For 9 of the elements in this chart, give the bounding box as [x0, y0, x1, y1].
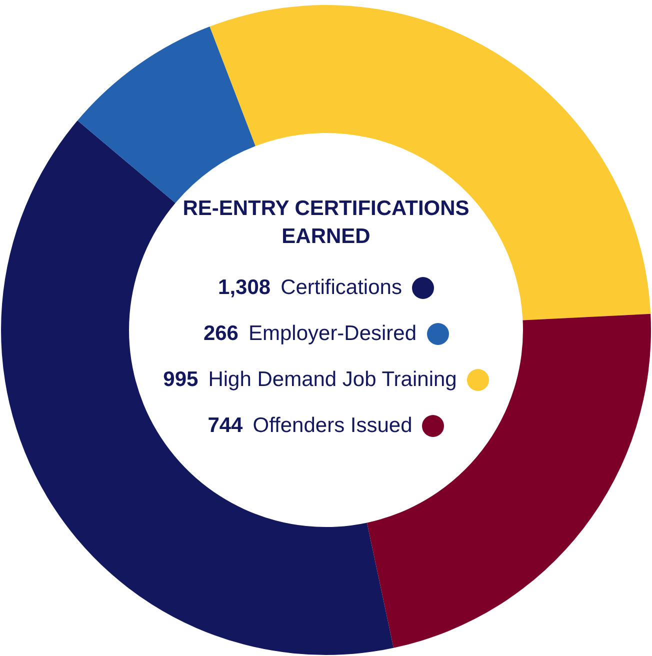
- legend-label: High Demand Job Training: [208, 368, 457, 392]
- text: RE-ENTRY CERTIFICATIONS EARNED: [182, 196, 470, 250]
- legend-label: Employer-Desired: [248, 322, 417, 346]
- data-label: 995: [163, 368, 198, 392]
- legend-label: Certifications: [280, 276, 402, 300]
- legend-label: Offenders Issued: [252, 414, 412, 438]
- data-label: 266: [203, 322, 238, 346]
- data-label: 744: [208, 414, 243, 438]
- data-label: 1,308: [218, 276, 271, 300]
